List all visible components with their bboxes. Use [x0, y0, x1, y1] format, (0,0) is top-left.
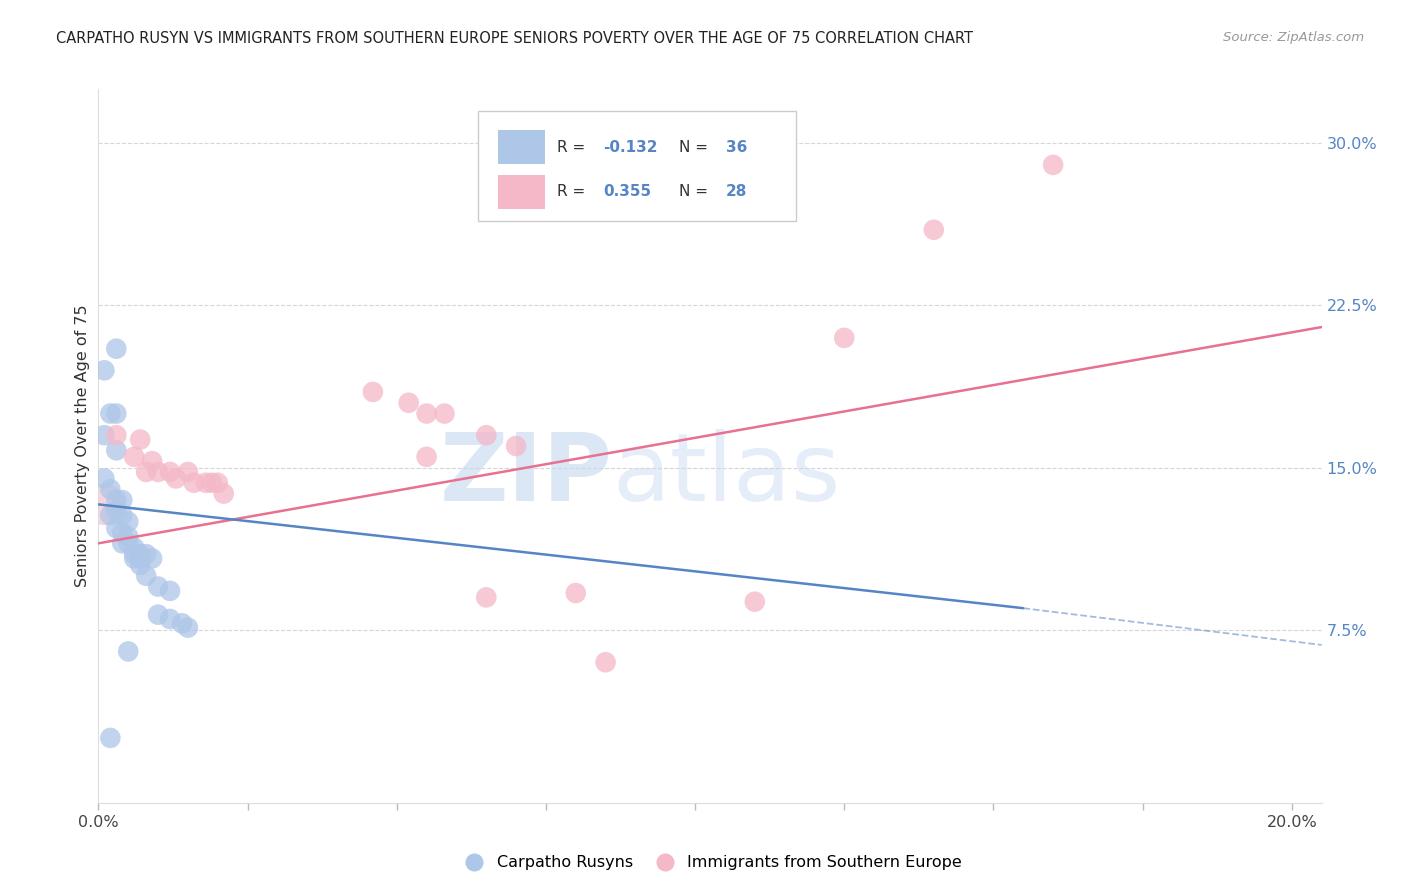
Point: [433, 407, 456, 421]
Point: [129, 551, 152, 566]
Point: [122, 547, 145, 561]
Point: [415, 407, 437, 421]
Point: [146, 580, 169, 594]
Point: [146, 465, 169, 479]
Point: [93, 497, 115, 511]
Point: [146, 607, 169, 622]
Point: [415, 450, 437, 464]
Text: -0.132: -0.132: [603, 139, 658, 154]
Point: [135, 547, 157, 561]
Point: [201, 475, 224, 490]
Legend: Carpatho Rusyns, Immigrants from Southern Europe: Carpatho Rusyns, Immigrants from Souther…: [451, 849, 969, 877]
Point: [98, 508, 121, 523]
Point: [122, 551, 145, 566]
Text: N =: N =: [679, 185, 713, 200]
Point: [595, 655, 617, 669]
Text: Source: ZipAtlas.com: Source: ZipAtlas.com: [1223, 31, 1364, 45]
Text: 36: 36: [725, 139, 748, 154]
Text: CARPATHO RUSYN VS IMMIGRANTS FROM SOUTHERN EUROPE SENIORS POVERTY OVER THE AGE O: CARPATHO RUSYN VS IMMIGRANTS FROM SOUTHE…: [56, 31, 973, 46]
Point: [141, 551, 163, 566]
Text: N =: N =: [679, 139, 713, 154]
Point: [194, 475, 217, 490]
Point: [111, 508, 134, 523]
Point: [361, 384, 384, 399]
Point: [105, 407, 128, 421]
Point: [744, 595, 766, 609]
Point: [832, 331, 855, 345]
Point: [117, 530, 139, 544]
Point: [117, 536, 139, 550]
Point: [475, 591, 498, 605]
Point: [129, 433, 152, 447]
Point: [159, 583, 181, 598]
Point: [565, 586, 588, 600]
Point: [398, 396, 420, 410]
Point: [98, 407, 121, 421]
Point: [105, 428, 128, 442]
Point: [93, 471, 115, 485]
FancyBboxPatch shape: [498, 130, 546, 164]
Point: [505, 439, 527, 453]
Point: [129, 558, 152, 572]
Point: [135, 465, 157, 479]
Point: [117, 515, 139, 529]
Point: [105, 443, 128, 458]
Point: [1042, 158, 1064, 172]
Point: [98, 482, 121, 496]
Point: [141, 454, 163, 468]
Point: [122, 541, 145, 555]
Point: [183, 475, 205, 490]
Text: 0.355: 0.355: [603, 185, 652, 200]
Text: R =: R =: [557, 139, 591, 154]
Text: R =: R =: [557, 185, 591, 200]
Point: [111, 536, 134, 550]
Point: [170, 616, 193, 631]
Point: [105, 493, 128, 508]
Point: [105, 521, 128, 535]
Point: [105, 342, 128, 356]
Text: atlas: atlas: [612, 428, 841, 521]
Point: [212, 486, 235, 500]
Point: [111, 525, 134, 540]
Y-axis label: Seniors Poverty Over the Age of 75: Seniors Poverty Over the Age of 75: [75, 305, 90, 587]
Point: [105, 504, 128, 518]
Point: [122, 450, 145, 464]
Text: ZIP: ZIP: [439, 428, 612, 521]
Point: [98, 731, 121, 745]
Text: 28: 28: [725, 185, 748, 200]
Point: [159, 612, 181, 626]
FancyBboxPatch shape: [498, 175, 546, 209]
Point: [93, 428, 115, 442]
Point: [177, 465, 200, 479]
Point: [165, 471, 187, 485]
Point: [475, 428, 498, 442]
FancyBboxPatch shape: [478, 111, 796, 221]
Point: [117, 644, 139, 658]
Point: [177, 621, 200, 635]
Point: [135, 568, 157, 582]
Point: [207, 475, 229, 490]
Point: [111, 493, 134, 508]
Point: [159, 465, 181, 479]
Point: [922, 223, 945, 237]
Point: [129, 547, 152, 561]
Point: [93, 363, 115, 377]
